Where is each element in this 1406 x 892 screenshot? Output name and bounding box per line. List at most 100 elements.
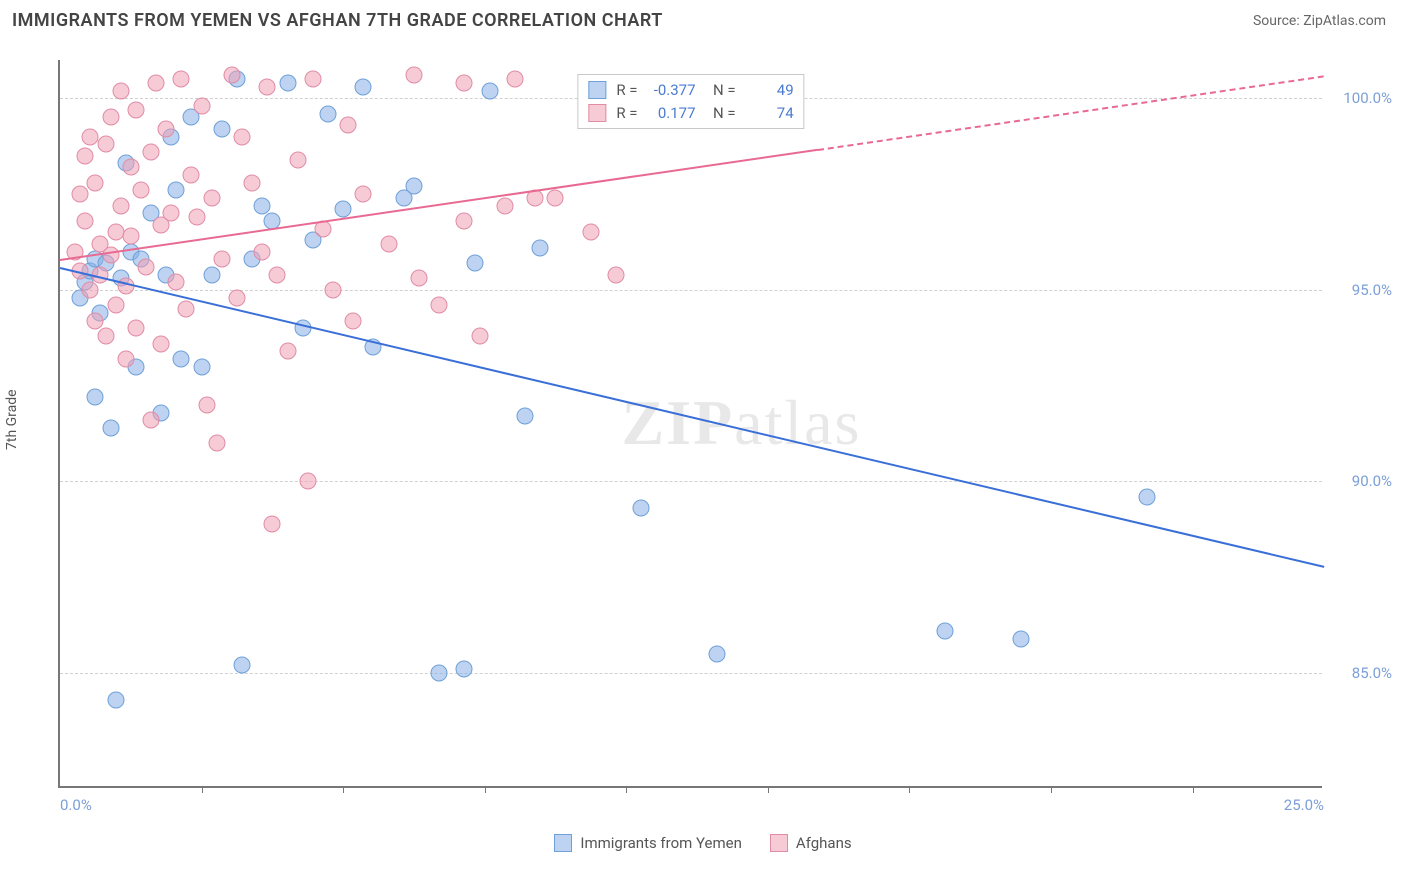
stat-r-label: R = (616, 102, 637, 125)
legend-swatch (770, 834, 788, 852)
x-tick (1193, 786, 1194, 793)
scatter-point (213, 120, 230, 137)
scatter-point (137, 258, 154, 275)
chart-title: IMMIGRANTS FROM YEMEN VS AFGHAN 7TH GRAD… (12, 10, 663, 31)
scatter-point (279, 74, 296, 91)
scatter-point (188, 209, 205, 226)
scatter-point (127, 101, 144, 118)
scatter-point (244, 174, 261, 191)
scatter-point (431, 297, 448, 314)
chart-area: 7th Grade ZIPatlas 85.0%90.0%95.0%100.0%… (12, 46, 1394, 838)
scatter-point (517, 408, 534, 425)
stat-n-value: 49 (746, 79, 794, 102)
scatter-point (456, 74, 473, 91)
scatter-point (77, 147, 94, 164)
scatter-point (259, 78, 276, 95)
scatter-point (153, 335, 170, 352)
scatter-point (335, 201, 352, 218)
scatter-point (97, 136, 114, 153)
scatter-point (405, 67, 422, 84)
scatter-point (183, 166, 200, 183)
scatter-point (496, 197, 513, 214)
scatter-point (325, 281, 342, 298)
stats-row: R = 0.177 N = 74 (588, 102, 793, 125)
x-tick (202, 786, 203, 793)
stat-n-value: 74 (746, 102, 794, 125)
plot-region: ZIPatlas 85.0%90.0%95.0%100.0%0.0%25.0%R… (58, 60, 1322, 788)
scatter-point (481, 82, 498, 99)
scatter-point (112, 82, 129, 99)
scatter-point (82, 281, 99, 298)
scatter-point (345, 312, 362, 329)
scatter-point (269, 266, 286, 283)
scatter-point (112, 197, 129, 214)
x-tick (343, 786, 344, 793)
scatter-point (355, 186, 372, 203)
scatter-point (456, 212, 473, 229)
stat-n-label: N = (706, 79, 736, 102)
bottom-legend: Immigrants from Yemen Afghans (0, 834, 1406, 856)
scatter-point (87, 174, 104, 191)
x-tick (626, 786, 627, 793)
legend-label: Afghans (796, 834, 852, 852)
scatter-point (102, 109, 119, 126)
y-tick-label: 85.0% (1332, 664, 1392, 682)
scatter-point (158, 120, 175, 137)
legend-swatch (588, 104, 606, 122)
scatter-point (319, 105, 336, 122)
scatter-point (471, 327, 488, 344)
scatter-point (203, 189, 220, 206)
scatter-point (264, 515, 281, 532)
scatter-point (102, 247, 119, 264)
scatter-point (178, 301, 195, 318)
scatter-point (234, 657, 251, 674)
scatter-point (709, 645, 726, 662)
scatter-point (223, 67, 240, 84)
scatter-point (289, 151, 306, 168)
scatter-point (431, 665, 448, 682)
scatter-point (228, 289, 245, 306)
stat-n-label: N = (706, 102, 736, 125)
scatter-point (340, 117, 357, 134)
gridline (60, 481, 1322, 482)
stats-box: R =-0.377 N =49R =0.177 N =74 (577, 74, 804, 129)
scatter-point (582, 224, 599, 241)
gridline (60, 290, 1322, 291)
gridline (60, 673, 1322, 674)
scatter-point (198, 396, 215, 413)
scatter-point (97, 327, 114, 344)
scatter-point (1139, 488, 1156, 505)
y-tick-label: 95.0% (1332, 281, 1392, 299)
trend-line (60, 267, 1324, 568)
legend-item: Afghans (770, 834, 852, 852)
scatter-point (193, 97, 210, 114)
scatter-point (122, 228, 139, 245)
scatter-point (77, 212, 94, 229)
scatter-point (107, 691, 124, 708)
scatter-point (168, 274, 185, 291)
scatter-point (107, 297, 124, 314)
y-axis-label: 7th Grade (4, 389, 20, 450)
scatter-point (304, 71, 321, 88)
scatter-point (380, 235, 397, 252)
scatter-point (405, 178, 422, 195)
scatter-point (102, 419, 119, 436)
scatter-point (633, 500, 650, 517)
scatter-point (72, 186, 89, 203)
y-tick-label: 100.0% (1332, 89, 1392, 107)
scatter-point (87, 312, 104, 329)
scatter-point (234, 128, 251, 145)
scatter-point (173, 350, 190, 367)
trend-line (818, 75, 1324, 151)
scatter-point (87, 389, 104, 406)
scatter-point (203, 266, 220, 283)
x-tick (1051, 786, 1052, 793)
chart-header: IMMIGRANTS FROM YEMEN VS AFGHAN 7TH GRAD… (0, 0, 1406, 37)
stat-r-value: 0.177 (648, 102, 696, 125)
legend-swatch (554, 834, 572, 852)
y-tick-label: 90.0% (1332, 472, 1392, 490)
legend-label: Immigrants from Yemen (580, 834, 742, 852)
scatter-point (254, 197, 271, 214)
scatter-point (117, 350, 134, 367)
scatter-point (163, 205, 180, 222)
